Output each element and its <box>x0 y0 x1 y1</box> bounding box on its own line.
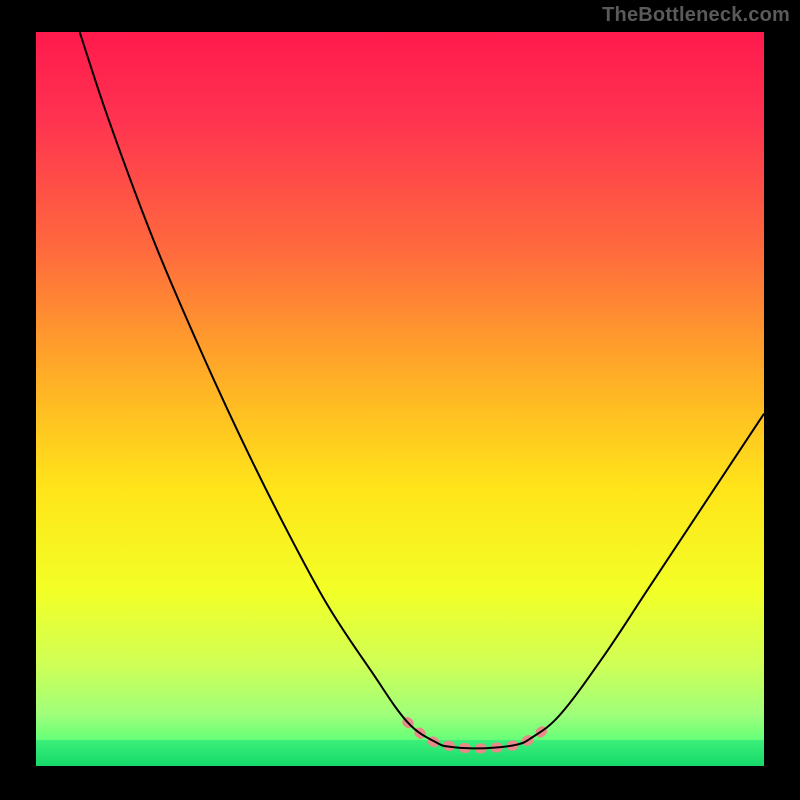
chart-root: TheBottleneck.com <box>0 0 800 800</box>
plot-area <box>36 32 764 766</box>
valley-marker-path <box>407 722 549 749</box>
chart-curve-svg <box>36 32 764 766</box>
bottleneck-curve-path <box>80 32 764 748</box>
watermark-text: TheBottleneck.com <box>602 4 790 27</box>
